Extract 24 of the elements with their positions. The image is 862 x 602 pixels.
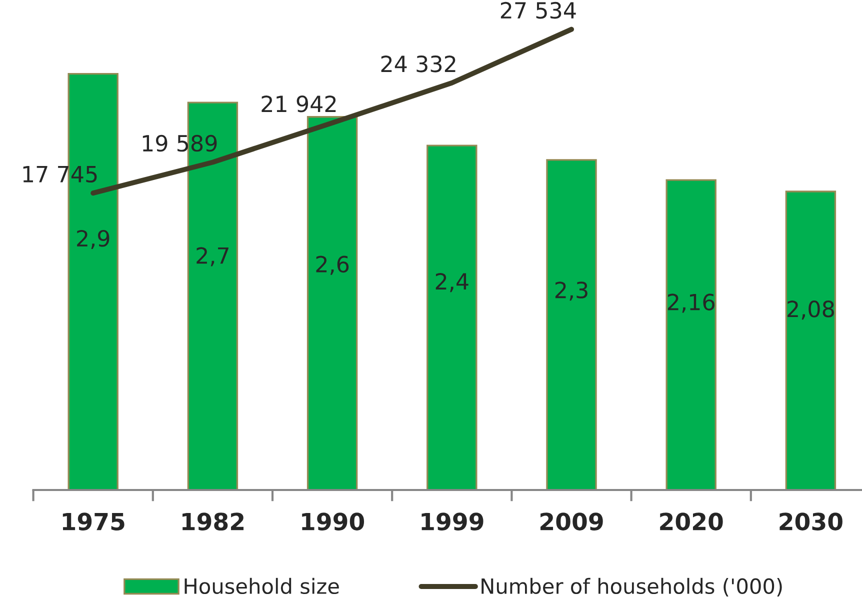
legend-label: Number of households ('000) (482, 578, 782, 596)
data-label: 2,08 (788, 300, 834, 320)
data-label: 21 942 (262, 96, 336, 112)
bar (546, 159, 597, 490)
data-label: 24 332 (381, 56, 456, 72)
bar (785, 190, 836, 490)
data-label: 27 534 (500, 2, 576, 19)
x-tick-label: 2030 (780, 512, 842, 530)
x-tick-label: 2020 (660, 512, 723, 530)
data-label: 2,3 (555, 282, 588, 301)
bar (426, 144, 478, 490)
data-label: 2,16 (668, 294, 714, 313)
x-tick-label: 1975 (62, 512, 124, 530)
x-tick-label: 2009 (540, 512, 603, 530)
x-tick-label: 1999 (422, 512, 484, 530)
data-label: 2,6 (316, 256, 349, 275)
bar (666, 179, 716, 490)
legend-label: Household size (184, 578, 339, 594)
data-label: 2,4 (436, 272, 468, 292)
x-tick-label: 1990 (302, 512, 364, 530)
data-label: 2,9 (77, 230, 110, 250)
bar (306, 116, 358, 490)
x-tick-label: 1982 (182, 512, 244, 530)
data-label: 2,7 (196, 247, 228, 266)
